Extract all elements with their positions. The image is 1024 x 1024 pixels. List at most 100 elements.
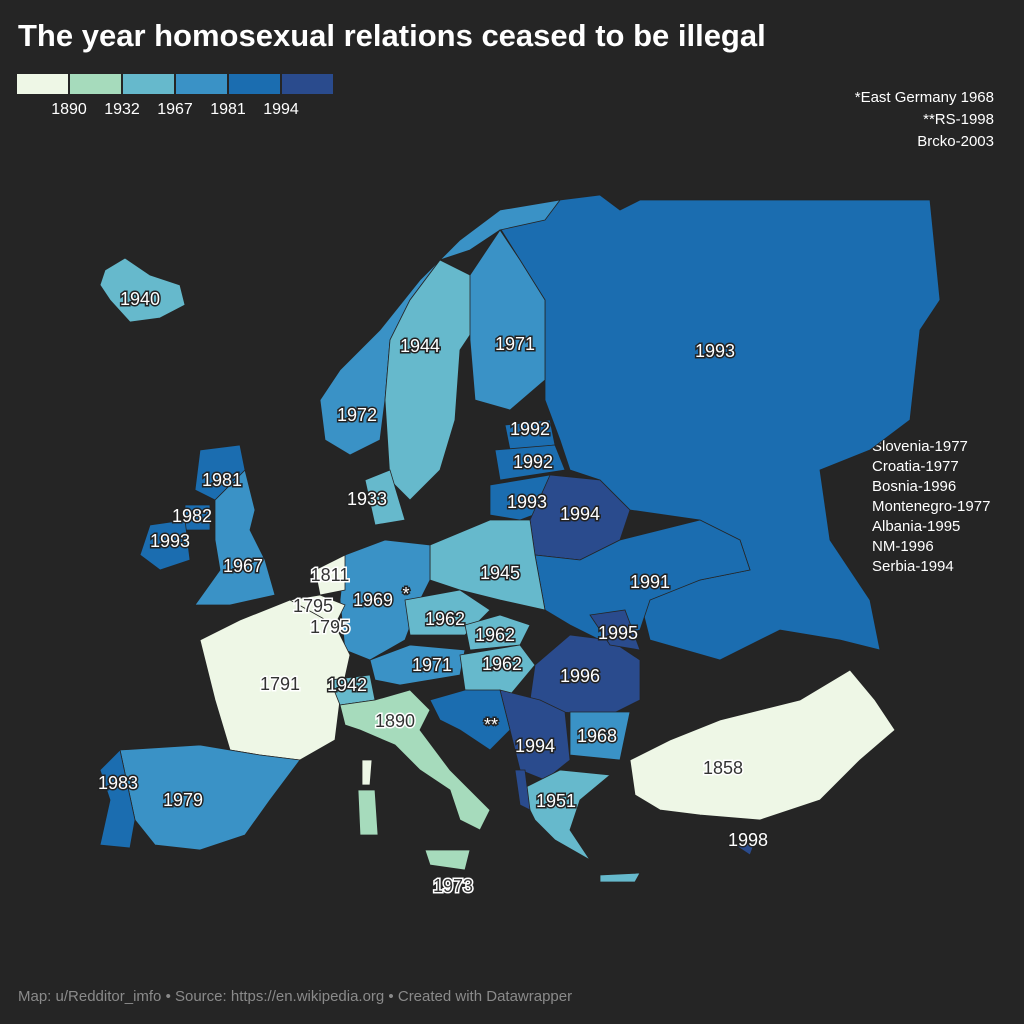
country bbox=[429, 519, 546, 611]
legend-tick-label: 1981 bbox=[210, 101, 246, 118]
region-label: 1998 bbox=[728, 830, 768, 850]
region-label: 1945 bbox=[480, 563, 520, 583]
side-note: Serbia-1994 bbox=[872, 558, 954, 575]
country bbox=[629, 669, 896, 821]
region-label: 1962 bbox=[475, 625, 515, 645]
legend-tick-label: 1967 bbox=[157, 101, 193, 118]
region-label: 1944 bbox=[400, 336, 440, 356]
region-label: 1993 bbox=[507, 492, 547, 512]
side-note: NM-1996 bbox=[872, 538, 934, 555]
region-label: 1994 bbox=[515, 736, 555, 756]
country bbox=[499, 689, 571, 781]
labels: 1940 1944 1971 1993 1972 1992 1992 1981 … bbox=[96, 287, 769, 897]
region-label: 1967 bbox=[223, 556, 263, 576]
country bbox=[369, 644, 466, 686]
country bbox=[199, 599, 351, 761]
region-label: 1969 bbox=[353, 590, 393, 610]
region-label: 1983 bbox=[98, 773, 138, 793]
region-label: 1962 bbox=[482, 654, 522, 674]
country bbox=[733, 841, 756, 856]
side-note: Croatia-1977 bbox=[872, 458, 959, 475]
country bbox=[364, 469, 406, 526]
region-label: 1994 bbox=[560, 504, 600, 524]
legend-swatch bbox=[70, 74, 121, 94]
country bbox=[314, 554, 346, 596]
legend-swatch bbox=[229, 74, 280, 94]
country bbox=[424, 849, 471, 871]
footer: Map: u/Redditor_imfo • Source: https://e… bbox=[18, 988, 572, 1005]
country bbox=[534, 519, 751, 641]
country bbox=[361, 759, 373, 786]
region-label: 1971 bbox=[495, 334, 535, 354]
country bbox=[514, 769, 531, 811]
region-label: 1993 bbox=[150, 531, 190, 551]
region-label: 1858 bbox=[703, 758, 743, 778]
region-label: * bbox=[402, 584, 409, 604]
country bbox=[194, 444, 246, 501]
legend-tick-label: 1890 bbox=[51, 101, 87, 118]
region-label: 1951 bbox=[536, 791, 576, 811]
country bbox=[494, 194, 941, 661]
region-label: 1993 bbox=[695, 341, 735, 361]
region-label: 1992 bbox=[510, 419, 550, 439]
country bbox=[494, 444, 566, 481]
country bbox=[339, 689, 491, 831]
side-note: Montenegro-1977 bbox=[872, 498, 990, 515]
note: *East Germany 1968 bbox=[855, 89, 994, 106]
country bbox=[194, 469, 276, 606]
region-label: 1933 bbox=[347, 489, 387, 509]
country bbox=[469, 229, 546, 411]
region-label: ** bbox=[484, 715, 498, 735]
region-label: 1979 bbox=[163, 790, 203, 810]
countries bbox=[99, 194, 941, 883]
legend: 1890 1932 1967 1981 1994 bbox=[17, 74, 333, 118]
region-label: 1972 bbox=[337, 405, 377, 425]
side-note: Bosnia-1996 bbox=[872, 478, 956, 495]
region-label: 1995 bbox=[598, 623, 638, 643]
country bbox=[384, 259, 481, 501]
country bbox=[459, 644, 536, 696]
note: Brcko-2003 bbox=[917, 133, 994, 150]
side-note: Slovenia-1977 bbox=[872, 438, 968, 455]
country bbox=[519, 769, 611, 861]
country bbox=[599, 872, 641, 883]
region-label: 1981 bbox=[202, 470, 242, 490]
country bbox=[99, 257, 186, 323]
legend-swatch bbox=[17, 74, 68, 94]
region-label: 1991 bbox=[630, 572, 670, 592]
legend-tick-label: 1932 bbox=[104, 101, 140, 118]
country bbox=[429, 689, 511, 751]
region-label: 1992 bbox=[513, 452, 553, 472]
side-notes: Slovenia-1977 Croatia-1977 Bosnia-1996 M… bbox=[872, 438, 990, 575]
region-label: 1811 bbox=[311, 565, 350, 585]
region-label: 1971 bbox=[412, 655, 452, 675]
notes: *East Germany 1968 **RS-1998 Brcko-2003 bbox=[855, 89, 994, 150]
region-label: 1795 bbox=[310, 617, 350, 637]
legend-swatch bbox=[123, 74, 174, 94]
country bbox=[99, 749, 136, 849]
legend-tick-label: 1994 bbox=[263, 101, 299, 118]
region-label: 1968 bbox=[577, 726, 617, 746]
region-label: 1791 bbox=[260, 674, 300, 694]
title: The year homosexual relations ceased to … bbox=[18, 18, 766, 53]
country bbox=[464, 614, 531, 651]
legend-swatch bbox=[282, 74, 333, 94]
legend-swatch bbox=[176, 74, 227, 94]
region-label: 1996 bbox=[560, 666, 600, 686]
country bbox=[589, 609, 641, 651]
country bbox=[119, 744, 301, 851]
region-label: 1962 bbox=[425, 609, 465, 629]
region-label: 1795 bbox=[293, 596, 333, 616]
side-note: Albania-1995 bbox=[872, 518, 960, 535]
country bbox=[139, 519, 191, 571]
country bbox=[357, 789, 379, 836]
region-label: 1942 bbox=[327, 675, 367, 695]
note: **RS-1998 bbox=[923, 111, 994, 128]
country bbox=[569, 711, 631, 761]
region-label: 1940 bbox=[120, 289, 160, 309]
region-label: 1890 bbox=[375, 711, 415, 731]
region-label: 1982 bbox=[172, 506, 212, 526]
region-label: 1973 bbox=[433, 876, 473, 896]
country bbox=[319, 199, 561, 456]
